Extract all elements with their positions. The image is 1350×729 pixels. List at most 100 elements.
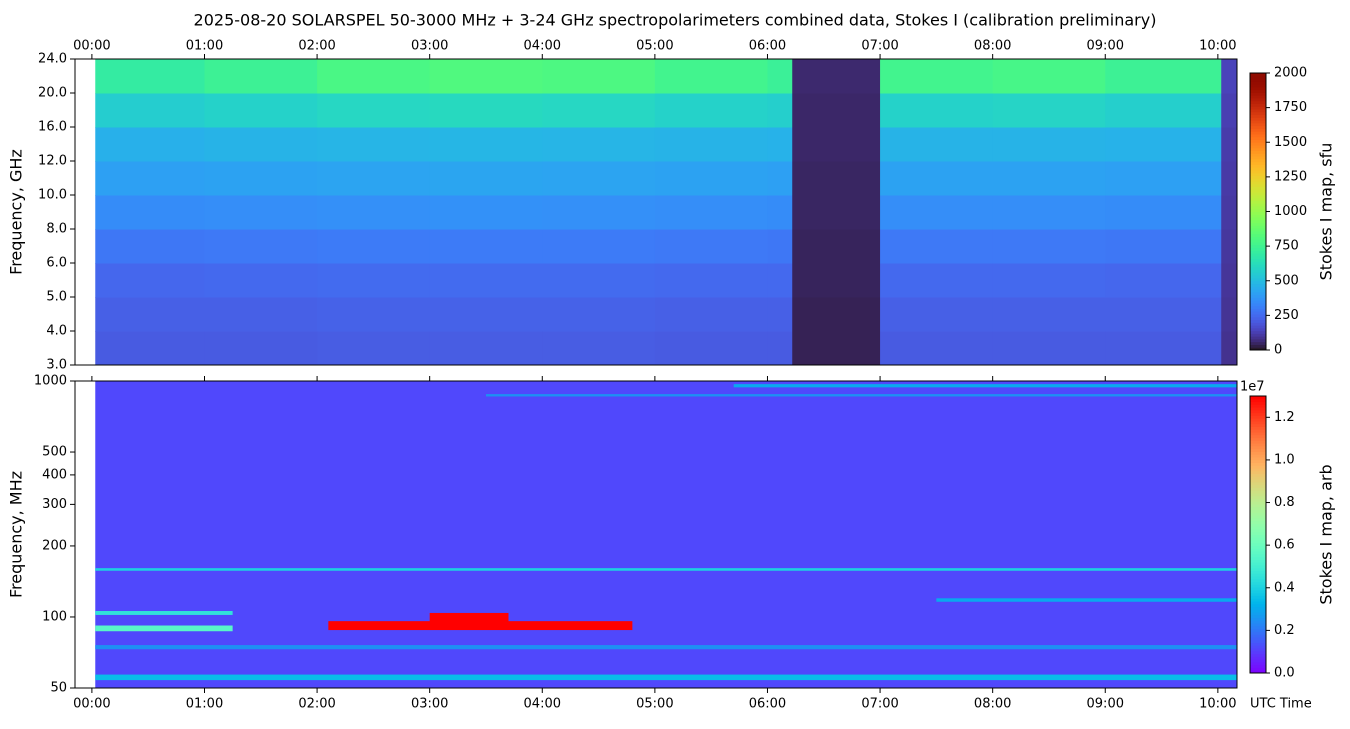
colorbar-swatch [1250, 426, 1266, 430]
colorbar-swatch [1250, 325, 1266, 329]
cell [485, 394, 1238, 397]
colorbar-swatch [1250, 423, 1266, 427]
colorbar-swatch [1250, 211, 1266, 215]
colorbar-swatch [1250, 178, 1266, 182]
colorbar-swatch [1250, 653, 1266, 657]
colorbar-offset: 1e7 [1240, 380, 1265, 395]
colorbar-swatch [1250, 589, 1266, 594]
colorbar-swatch [1250, 197, 1266, 201]
colorbar-tick-label: 1.2 [1274, 410, 1295, 425]
cell [992, 195, 1106, 230]
colorbar-swatch [1250, 253, 1266, 257]
cell [1105, 229, 1222, 264]
colorbar-swatch [1250, 465, 1266, 469]
colorbar-swatch [1250, 92, 1266, 96]
cell [992, 93, 1106, 128]
cell [542, 195, 656, 230]
colorbar-swatch [1250, 639, 1266, 644]
colorbar-swatch [1250, 556, 1266, 560]
cell [1105, 297, 1222, 332]
colorbar-swatch [1250, 418, 1266, 422]
cell [654, 127, 768, 162]
colorbar-swatch [1250, 595, 1266, 599]
colorbar-swatch [1250, 420, 1266, 425]
colorbar-swatch [1250, 319, 1266, 323]
cell [767, 229, 793, 264]
colorbar-swatch [1250, 473, 1266, 477]
colorbar-swatch [1250, 468, 1266, 472]
cell [1105, 59, 1222, 94]
colorbar-tick-label: 2000 [1274, 66, 1307, 81]
colorbar-swatch [1250, 656, 1266, 660]
cell [429, 331, 543, 366]
y-axis-label: Frequency, MHz [7, 471, 26, 598]
cell [1105, 93, 1222, 128]
colorbar-swatch [1250, 264, 1266, 268]
colorbar-swatch [1250, 620, 1266, 624]
colorbar-swatch [1250, 504, 1266, 508]
cell [992, 297, 1106, 332]
colorbar-swatch [1250, 634, 1266, 638]
cell [792, 161, 881, 196]
cell [95, 127, 205, 162]
colorbar-swatch [1250, 661, 1266, 666]
colorbar-swatch [1250, 280, 1266, 285]
cell [1105, 195, 1222, 230]
colorbar-swatch [1250, 186, 1266, 190]
cell [992, 59, 1106, 94]
y-tick-label: 1000 [34, 374, 67, 389]
cell [767, 195, 793, 230]
cell [95, 161, 205, 196]
cell [792, 59, 881, 94]
cell [767, 297, 793, 332]
colorbar-swatch [1250, 667, 1266, 671]
colorbar-swatch [1250, 228, 1266, 232]
colorbar-swatch [1250, 454, 1266, 458]
cell [992, 263, 1106, 298]
colorbar-swatch [1250, 139, 1266, 143]
colorbar-swatch [1250, 456, 1266, 461]
cell [733, 384, 1237, 388]
colorbar-swatch [1250, 208, 1266, 212]
colorbar-swatch [1250, 578, 1266, 583]
colorbar-swatch [1250, 584, 1266, 588]
colorbar-swatch [1250, 581, 1266, 585]
colorbar-swatch [1250, 592, 1266, 596]
cell [767, 161, 793, 196]
cell [204, 331, 318, 366]
cell [317, 161, 431, 196]
y-tick-label: 8.0 [46, 222, 67, 237]
colorbar-swatch [1250, 133, 1266, 138]
x-tick-label: 01:00 [186, 697, 223, 712]
cell [542, 93, 656, 128]
colorbar-swatch [1250, 261, 1266, 265]
y-tick-label: 50 [50, 681, 67, 696]
colorbar-swatch [1250, 291, 1266, 296]
cell [95, 610, 233, 615]
colorbar-swatch [1250, 512, 1266, 516]
cell [429, 161, 543, 196]
colorbar-swatch [1250, 476, 1266, 480]
colorbar-label: Stokes I map, arb [1317, 464, 1336, 604]
colorbar-swatch [1250, 175, 1266, 179]
colorbar-swatch [1250, 75, 1266, 80]
colorbar-swatch [1250, 628, 1266, 632]
colorbar-swatch [1250, 89, 1266, 93]
cell [792, 195, 881, 230]
y-tick-label: 5.0 [46, 290, 67, 305]
cell [1221, 297, 1238, 332]
cell [880, 297, 994, 332]
colorbar-swatch [1250, 481, 1266, 486]
colorbar-swatch [1250, 322, 1266, 326]
colorbar-swatch [1250, 670, 1266, 674]
colorbar-tick-label: 0.2 [1274, 623, 1295, 638]
cell [767, 93, 793, 128]
cell [792, 229, 881, 264]
cell [95, 59, 205, 94]
colorbar-swatch [1250, 443, 1266, 447]
colorbar-swatch [1250, 520, 1266, 524]
cell [880, 93, 994, 128]
heatmap [75, 59, 1238, 366]
colorbar-swatch [1250, 515, 1266, 519]
cell [429, 195, 543, 230]
